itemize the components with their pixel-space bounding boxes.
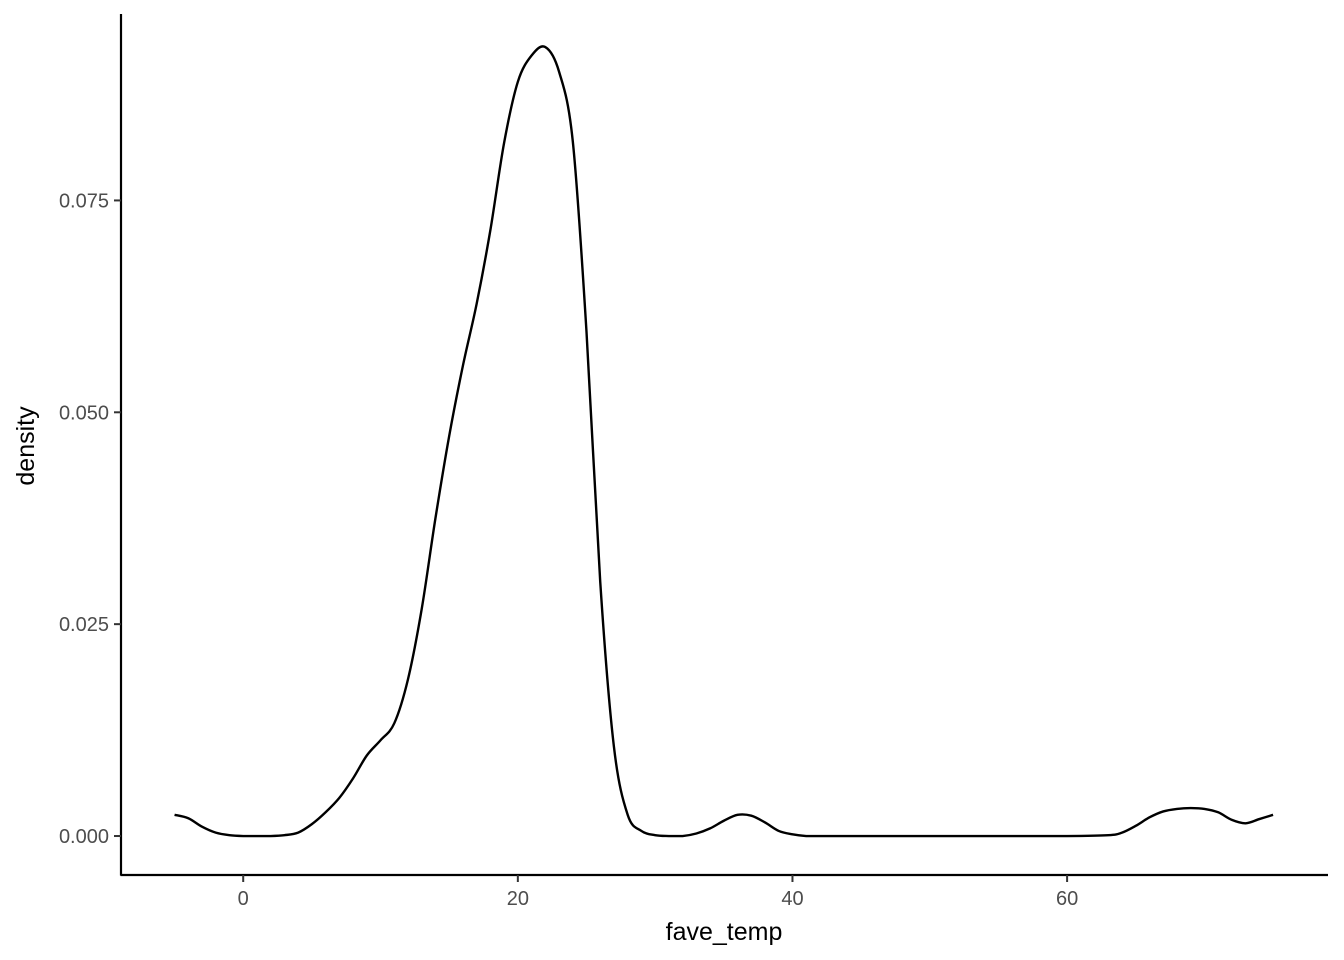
x-tick-label: 40: [781, 888, 803, 910]
x-tick-label: 20: [507, 888, 529, 910]
y-tick-label: 0.050: [59, 402, 109, 424]
x-tick-label: 60: [1056, 888, 1078, 910]
x-tick-label: 0: [238, 888, 249, 910]
y-tick-label: 0.025: [59, 614, 109, 636]
axes: [119, 14, 1328, 877]
y-tick-label: 0.000: [59, 826, 109, 848]
y-axis-title: density: [12, 406, 40, 486]
y-tick-label: 0.075: [59, 190, 109, 212]
series: [174, 45, 1274, 838]
x-axis-title: fave_temp: [666, 918, 783, 946]
density-line: [174, 45, 1274, 838]
ticks: 0 20 40 60 0.000 0.025 0.050 0.075: [59, 190, 1078, 910]
